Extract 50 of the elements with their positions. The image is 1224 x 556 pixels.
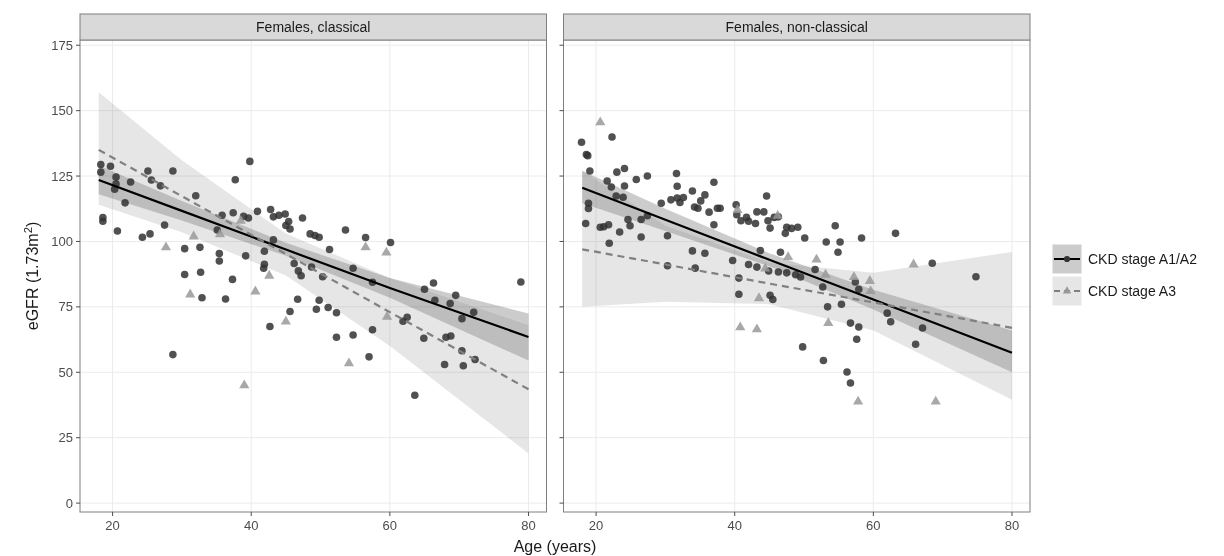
point xyxy=(214,228,226,238)
line-series xyxy=(97,178,530,339)
point xyxy=(264,269,275,279)
point xyxy=(760,262,771,272)
x-tick-label: 20 xyxy=(105,518,120,533)
point xyxy=(853,395,864,405)
y-tick-label: 50 xyxy=(58,364,73,380)
point xyxy=(848,271,860,280)
point xyxy=(908,258,919,268)
chart-title: Females, classical xyxy=(256,19,371,35)
point xyxy=(185,288,196,298)
point xyxy=(823,317,834,327)
point xyxy=(753,292,765,302)
x-tick-label: 80 xyxy=(521,518,536,533)
x-tick-label: 20 xyxy=(588,518,604,533)
legend-label: CKD stage A3 xyxy=(1088,283,1177,299)
point xyxy=(160,241,172,251)
point xyxy=(751,323,762,333)
legend-label: CKD stage A1/A2 xyxy=(1088,251,1198,267)
y-tick-label: 150 xyxy=(51,103,73,119)
point xyxy=(381,246,392,256)
y-tick-label: 175 xyxy=(51,37,73,53)
point xyxy=(280,315,291,325)
point xyxy=(930,395,941,405)
chart-title: Females, non-classical xyxy=(725,19,868,35)
point xyxy=(360,241,371,251)
x-axis-title: Age (years) xyxy=(513,538,597,555)
point xyxy=(250,285,261,295)
point xyxy=(381,310,393,320)
x-tick-label: 60 xyxy=(866,518,881,533)
point xyxy=(732,204,743,214)
x-tick-label: 40 xyxy=(243,518,259,533)
point xyxy=(595,116,606,126)
point xyxy=(343,357,355,367)
x-tick-label: 40 xyxy=(727,518,742,533)
y-tick-label: 75 xyxy=(58,299,73,315)
point xyxy=(864,275,875,284)
y-tick-label: 0 xyxy=(65,495,73,511)
point xyxy=(735,321,746,331)
point xyxy=(865,285,876,295)
point xyxy=(239,379,250,389)
point xyxy=(772,209,783,219)
point xyxy=(782,251,794,261)
x-tick-label: 60 xyxy=(382,518,398,533)
x-tick-label: 80 xyxy=(1004,518,1020,533)
y-tick-label: 125 xyxy=(51,168,73,184)
point xyxy=(820,268,831,278)
point xyxy=(235,214,246,224)
y-tick-label: 25 xyxy=(58,430,73,446)
y-tick-label: 100 xyxy=(51,233,73,249)
